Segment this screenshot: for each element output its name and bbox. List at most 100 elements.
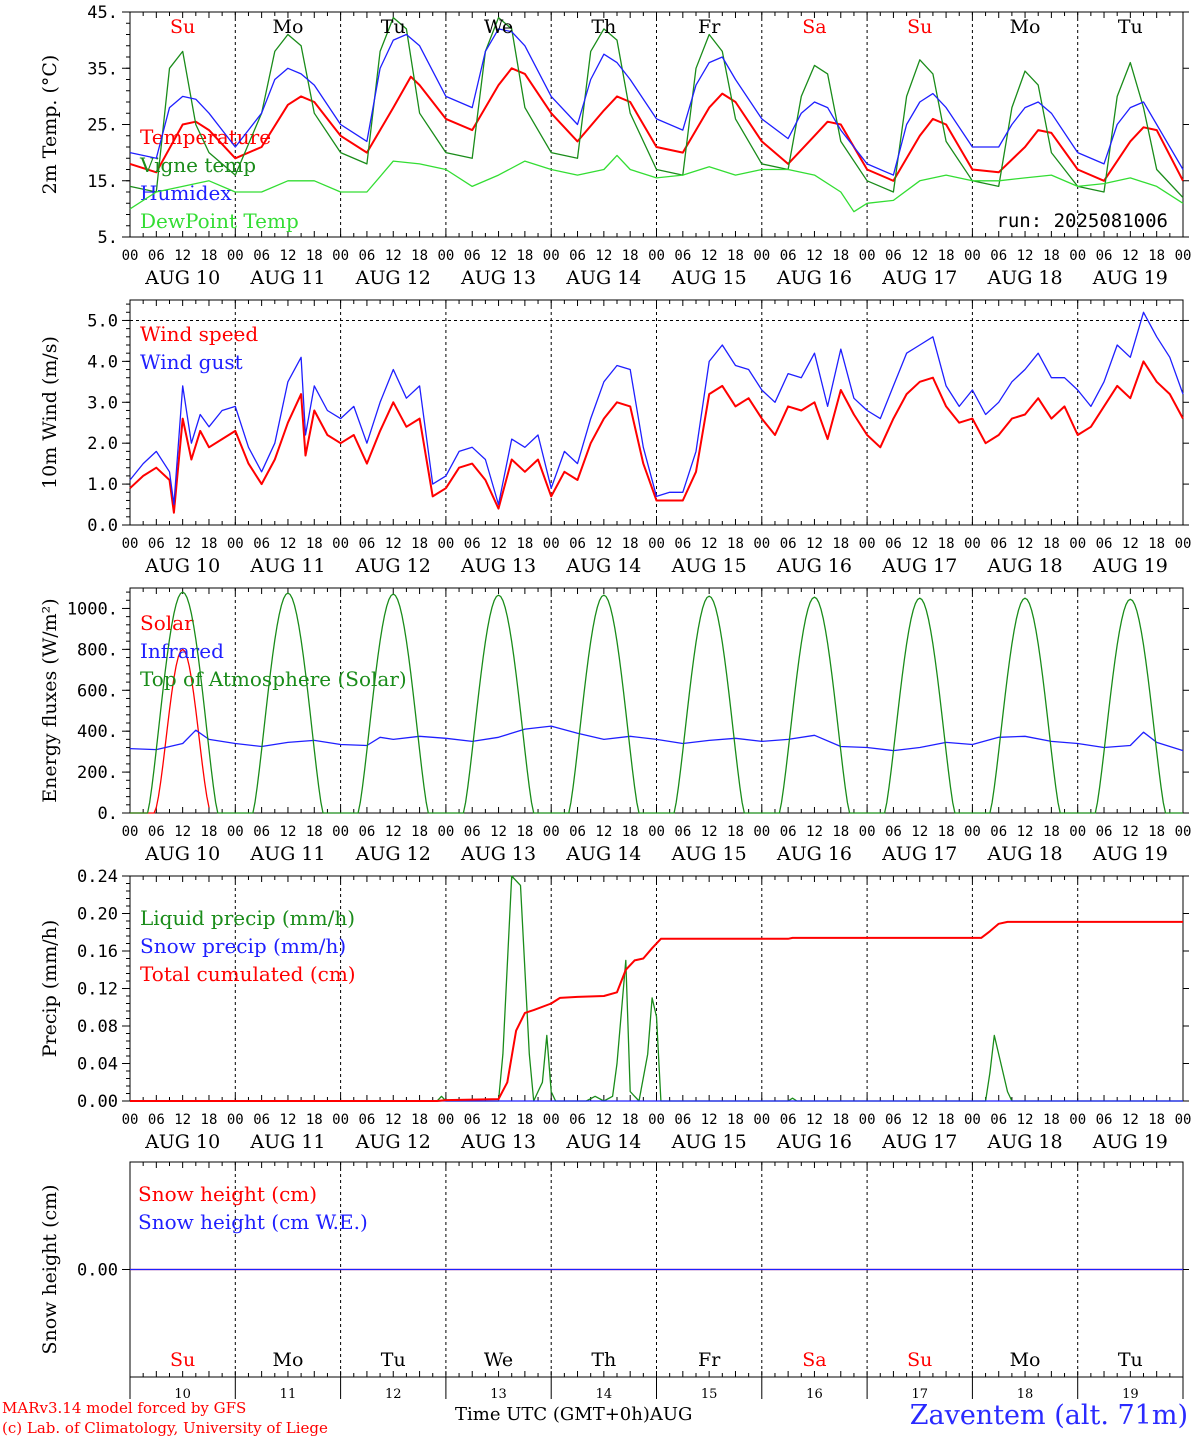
hour-tick-label: 18	[1043, 824, 1060, 840]
day-number-label: 19	[1122, 1387, 1139, 1402]
hour-tick-label: 12	[280, 824, 297, 840]
hour-tick-label: 00	[753, 248, 770, 264]
hour-tick-label: 06	[253, 248, 270, 264]
y-tick-label: 25.	[87, 116, 118, 136]
hour-tick-label: 06	[674, 536, 691, 552]
hour-tick-label: 00	[1175, 248, 1192, 264]
hour-tick-label: 18	[306, 824, 323, 840]
day-number-label: 13	[490, 1387, 507, 1402]
date-label: AUG 17	[881, 555, 957, 577]
hour-tick-label: 12	[806, 536, 823, 552]
hour-tick-label: 12	[1017, 824, 1034, 840]
hour-tick-label: 12	[385, 248, 402, 264]
hour-tick-label: 18	[1043, 536, 1060, 552]
hour-tick-label: 00	[332, 824, 349, 840]
series-line-0	[130, 648, 210, 814]
hour-tick-label: 12	[490, 536, 507, 552]
hour-tick-label: 12	[701, 536, 718, 552]
hour-tick-label: 18	[938, 1112, 955, 1128]
hour-tick-label: 06	[885, 536, 902, 552]
weekday-label: Tu	[381, 1349, 406, 1371]
legend-entry: Wind speed	[140, 322, 258, 346]
hour-tick-label: 00	[753, 536, 770, 552]
hour-tick-label: 06	[464, 536, 481, 552]
hour-tick-label: 12	[1122, 536, 1139, 552]
hour-tick-label: 00	[859, 248, 876, 264]
y-tick-label: 35.	[87, 59, 118, 79]
hour-tick-label: 00	[1069, 824, 1086, 840]
credit-line: (c) Lab. of Climatology, University of L…	[2, 1419, 328, 1437]
hour-tick-label: 00	[1175, 1112, 1192, 1128]
hour-tick-label: 18	[516, 1112, 533, 1128]
y-tick-label: 2.0	[87, 434, 118, 454]
weekday-label: Sa	[802, 1349, 826, 1371]
hour-tick-label: 18	[411, 536, 428, 552]
date-label: AUG 12	[355, 1131, 431, 1153]
date-label: AUG 11	[249, 267, 325, 289]
date-label: AUG 18	[986, 267, 1062, 289]
hour-tick-label: 12	[174, 1112, 191, 1128]
series-line-0	[129, 360, 1184, 514]
hour-tick-label: 00	[1069, 248, 1086, 264]
hour-tick-label: 18	[1148, 824, 1165, 840]
hour-tick-label: 00	[964, 824, 981, 840]
hour-tick-label: 18	[832, 248, 849, 264]
date-label: AUG 15	[671, 267, 747, 289]
hour-tick-label: 12	[385, 536, 402, 552]
hour-tick-label: 06	[464, 824, 481, 840]
date-label: AUG 19	[1092, 1131, 1168, 1153]
date-label: AUG 14	[565, 843, 641, 865]
hour-tick-label: 18	[306, 536, 323, 552]
hour-tick-label: 12	[595, 536, 612, 552]
hour-tick-label: 12	[595, 248, 612, 264]
hour-tick-label: 12	[280, 536, 297, 552]
panel-energy: 0. 200. 400. 600. 800. 1000. Energy fluxes (W/…	[39, 587, 1191, 865]
weekday-label: Mo	[272, 1349, 303, 1371]
y-tick-label: 15.	[87, 172, 118, 192]
y-tick-label: 0.0	[87, 516, 118, 536]
date-label: AUG 13	[460, 843, 536, 865]
hour-tick-label: 18	[201, 1112, 218, 1128]
hour-tick-label: 12	[911, 248, 928, 264]
weekday-label: Su	[170, 16, 195, 38]
weekday-label: Tu	[1118, 16, 1143, 38]
day-number-label: 17	[911, 1387, 928, 1402]
series-line-1	[129, 725, 1184, 752]
panel-temperature: 5.15.25.35.45.2m Temp. (°C) TemperatureVi…	[39, 3, 1191, 289]
hour-tick-label: 18	[727, 824, 744, 840]
hour-tick-label: 00	[753, 824, 770, 840]
series-line-2	[130, 920, 1183, 1102]
legend-entry: Total cumulated (cm)	[140, 962, 356, 986]
hour-tick-label: 06	[148, 1112, 165, 1128]
date-label: AUG 13	[460, 1131, 536, 1153]
day-number-label: 12	[385, 1387, 402, 1402]
hour-tick-label: 00	[437, 1112, 454, 1128]
model-line: MARv3.14 model forced by GFS	[2, 1399, 247, 1417]
hour-tick-label: 06	[464, 248, 481, 264]
weekday-label: Sa	[802, 16, 826, 38]
legend-entry: DewPoint Temp	[140, 209, 299, 233]
date-label: AUG 10	[144, 1131, 220, 1153]
legend-entry: Snow height (cm W.E.)	[138, 1210, 368, 1234]
hour-tick-label: 00	[437, 824, 454, 840]
hour-tick-label: 00	[648, 824, 665, 840]
y-tick-label: 1000.	[67, 599, 118, 619]
hour-tick-label: 12	[806, 824, 823, 840]
plot-frame	[129, 587, 1184, 814]
y-tick-label: 0.00	[77, 1092, 118, 1112]
hour-tick-label: 00	[859, 1112, 876, 1128]
hour-tick-label: 00	[332, 536, 349, 552]
y-tick-label: 400.	[77, 722, 118, 742]
hour-tick-label: 06	[780, 248, 797, 264]
hour-tick-label: 18	[832, 536, 849, 552]
hour-tick-label: 06	[1096, 536, 1113, 552]
hour-tick-label: 00	[1175, 536, 1192, 552]
legend-entry: Snow height (cm)	[138, 1182, 317, 1206]
hour-tick-label: 00	[1069, 536, 1086, 552]
date-label: AUG 15	[671, 555, 747, 577]
hour-tick-label: 12	[174, 824, 191, 840]
legend-entry: Snow precip (mm/h)	[140, 934, 346, 958]
hour-tick-label: 00	[332, 248, 349, 264]
hour-tick-label: 18	[306, 1112, 323, 1128]
hour-tick-label: 00	[122, 248, 139, 264]
